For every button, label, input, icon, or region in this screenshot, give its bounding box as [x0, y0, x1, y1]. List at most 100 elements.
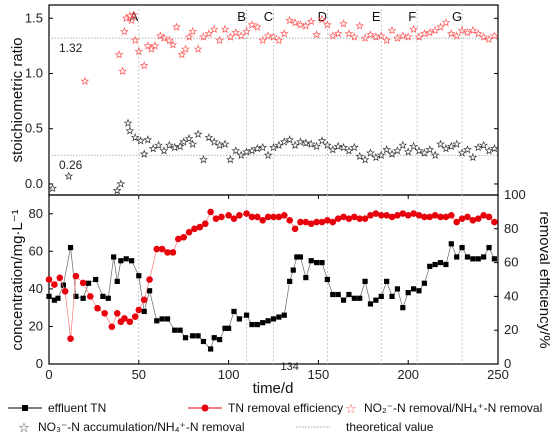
no3-ratio-point	[215, 140, 224, 150]
no3-ratio-point	[263, 150, 273, 159]
no2-ratio-point	[387, 25, 397, 35]
effluent-tn-point	[114, 278, 120, 284]
effluent-tn-point	[146, 288, 153, 294]
legend-label-theoretical: theoretical value	[346, 420, 434, 434]
no2-ratio-point	[430, 25, 440, 35]
no3-ratio-point	[242, 147, 251, 156]
no2-ratio-point	[463, 28, 472, 37]
no3-ratio-point	[360, 155, 370, 164]
tn-efficiency-point	[175, 235, 182, 243]
x-axis-title: time/d	[253, 380, 294, 397]
effluent-tn-point	[231, 308, 237, 315]
no2-ratio-point	[263, 31, 273, 40]
no3-ratio-point	[148, 144, 158, 153]
tn-efficiency-point	[334, 215, 342, 222]
no3-ratio-point	[269, 142, 278, 152]
effluent-tn-point	[265, 318, 271, 324]
y-tick-right-label: 40	[504, 288, 518, 303]
no2-ratio-point	[468, 25, 478, 35]
tn-efficiency-point	[126, 318, 134, 326]
tn-efficiency-point	[340, 213, 347, 221]
tn-efficiency-point	[361, 215, 369, 222]
no2-ratio-point	[279, 29, 289, 38]
no2-ratio-point	[382, 35, 392, 45]
legend-item-tn-efficiency: TN removal efficiency	[188, 401, 343, 415]
tn-efficiency-point	[185, 228, 193, 236]
no2-ratio-point	[349, 32, 359, 41]
no3-ratio-point	[116, 179, 126, 188]
effluent-tn-point	[164, 316, 171, 322]
effluent-tn-point	[260, 320, 266, 326]
no2-ratio-point	[129, 10, 138, 19]
effluent-tn-point	[51, 297, 57, 303]
legend-item-theoretical: theoretical value	[296, 420, 434, 434]
no2-ratio-point	[414, 32, 424, 41]
tn-efficiency-point	[485, 213, 493, 221]
no3-ratio-point	[285, 135, 295, 144]
effluent-tn-point	[335, 291, 341, 298]
no2-ratio-point	[490, 31, 499, 40]
no3-ratio-point	[355, 151, 365, 161]
no2-ratio-point	[441, 18, 451, 27]
tn-efficiency-point	[201, 220, 209, 228]
tn-efficiency-point	[248, 213, 256, 221]
no3-ratio-point	[175, 141, 185, 151]
no3-ratio-point	[193, 129, 203, 138]
tn-efficiency-point	[158, 245, 166, 253]
effluent-tn-point	[314, 260, 320, 266]
no2-ratio-point	[306, 16, 316, 26]
effluent-tn-point	[459, 244, 465, 251]
tn-efficiency-point	[399, 210, 407, 217]
effluent-tn-point	[454, 254, 460, 260]
y-tick-right-label: 0	[504, 356, 511, 371]
no3-ratio-point	[366, 148, 375, 157]
tn-efficiency-point	[415, 211, 423, 219]
no2-ratio-point	[121, 13, 131, 22]
effluent-tn-point	[362, 278, 368, 284]
no3-ratio-point	[414, 146, 424, 155]
effluent-tn-point	[211, 335, 217, 341]
no2-ratio-point	[285, 15, 295, 25]
no3-ratio-point	[484, 146, 494, 155]
effluent-tn-point	[182, 335, 189, 341]
effluent-tn-point	[105, 295, 111, 301]
no2-ratio-point	[125, 11, 135, 20]
y-tick-label: 1.5	[25, 10, 43, 25]
no2-ratio-point	[150, 41, 160, 50]
phase-label: E	[372, 9, 381, 24]
no2-ratio-point	[484, 34, 494, 43]
no3-ratio-point	[184, 134, 194, 143]
tn-efficiency-point	[474, 215, 482, 222]
no3-ratio-point	[312, 141, 321, 151]
effluent-tn-point	[208, 346, 214, 352]
no2-ratio-point	[155, 31, 165, 40]
no2-ratio-point	[114, 50, 124, 59]
bottom-y-right-axis-title: removal efficiency/%	[536, 211, 550, 348]
no3-ratio-point	[136, 136, 145, 145]
bottom-right-y-axis: 0 20 40 60 80 100	[494, 187, 526, 371]
no3-ratio-point	[154, 140, 163, 150]
no2-ratio-point	[204, 29, 214, 38]
y-tick-label: 80	[29, 206, 43, 221]
no3-ratio-point	[339, 142, 348, 152]
tn-efficiency-point	[297, 218, 304, 226]
tn-efficiency-point	[67, 335, 74, 342]
tn-efficiency-point	[236, 211, 243, 219]
no3-ratio-point	[290, 140, 300, 150]
y-tick-label: 1.0	[25, 65, 43, 80]
no2-ratio-point	[130, 35, 140, 45]
no3-ratio-point	[204, 132, 214, 142]
legend-label-no2-ratio: NO₂⁻-N removal/NH₄⁺-N removal	[364, 401, 542, 415]
effluent-tn-point	[475, 256, 481, 262]
effluent-tn-point	[123, 256, 129, 262]
no3-ratio-point	[199, 155, 208, 164]
phase-label: C	[264, 9, 273, 24]
legend-item-no3-ratio: ☆ NO₃⁻-N accumulation/NH₄⁺-N removal	[18, 420, 244, 436]
no2-ratio-point	[199, 32, 208, 41]
no2-ratio-point	[312, 30, 321, 39]
no2-ratio-point	[290, 18, 300, 27]
y-tick-right-label: 100	[504, 187, 526, 202]
effluent-tn-point	[136, 273, 142, 279]
no3-ratio-point	[463, 145, 472, 154]
